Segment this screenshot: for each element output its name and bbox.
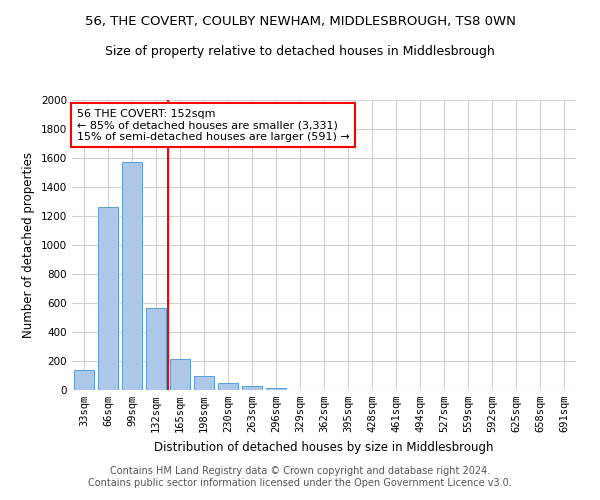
- Text: Contains HM Land Registry data © Crown copyright and database right 2024.
Contai: Contains HM Land Registry data © Crown c…: [88, 466, 512, 487]
- Bar: [98, 206, 118, 390]
- Bar: [242, 386, 262, 390]
- Bar: [194, 376, 214, 390]
- Bar: [122, 162, 142, 390]
- Y-axis label: Number of detached properties: Number of detached properties: [22, 152, 35, 338]
- Bar: [146, 308, 166, 390]
- X-axis label: Distribution of detached houses by size in Middlesbrough: Distribution of detached houses by size …: [154, 440, 494, 454]
- Bar: [170, 359, 190, 390]
- Bar: [218, 383, 238, 390]
- Bar: [266, 388, 286, 390]
- Text: Size of property relative to detached houses in Middlesbrough: Size of property relative to detached ho…: [105, 45, 495, 58]
- Text: 56 THE COVERT: 152sqm
← 85% of detached houses are smaller (3,331)
15% of semi-d: 56 THE COVERT: 152sqm ← 85% of detached …: [77, 108, 350, 142]
- Bar: [74, 370, 94, 390]
- Text: 56, THE COVERT, COULBY NEWHAM, MIDDLESBROUGH, TS8 0WN: 56, THE COVERT, COULBY NEWHAM, MIDDLESBR…: [85, 15, 515, 28]
